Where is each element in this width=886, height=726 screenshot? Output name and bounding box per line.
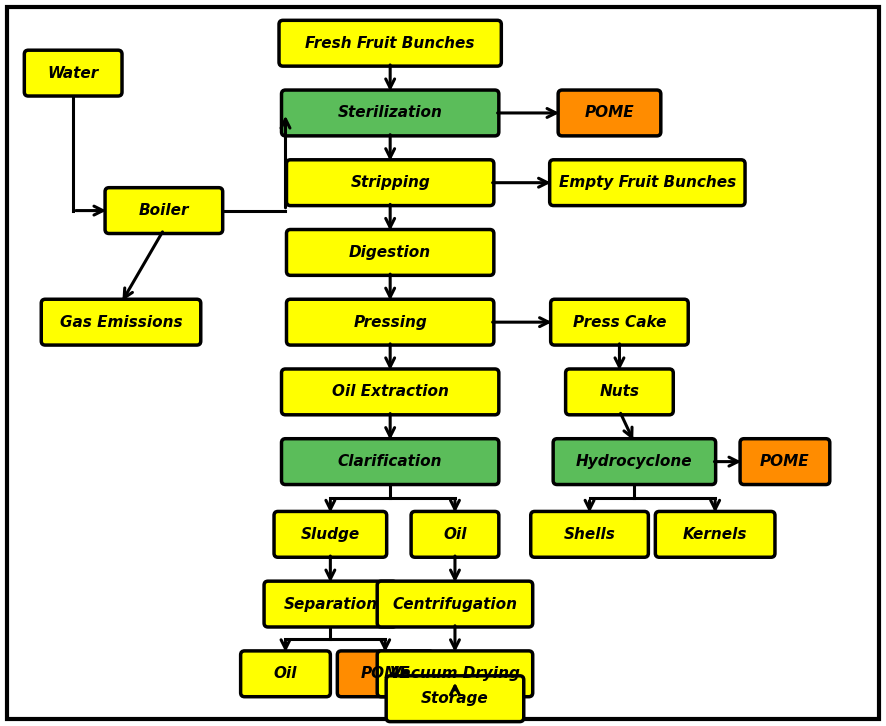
Text: POME: POME [760,454,810,469]
Text: Boiler: Boiler [138,203,189,218]
FancyBboxPatch shape [740,439,830,484]
Text: Hydrocyclone: Hydrocyclone [576,454,693,469]
FancyBboxPatch shape [558,90,661,136]
Text: POME: POME [585,105,634,121]
FancyBboxPatch shape [377,581,532,627]
Text: Water: Water [48,65,98,81]
Text: Kernels: Kernels [683,527,748,542]
FancyBboxPatch shape [282,90,499,136]
Text: Empty Fruit Bunches: Empty Fruit Bunches [559,175,736,190]
Text: Oil: Oil [274,666,297,681]
FancyBboxPatch shape [553,439,716,484]
FancyBboxPatch shape [279,20,501,66]
Text: Centrifugation: Centrifugation [392,597,517,611]
FancyBboxPatch shape [286,229,494,275]
Text: Shells: Shells [563,527,616,542]
Text: Clarification: Clarification [338,454,442,469]
FancyBboxPatch shape [282,439,499,484]
Text: Stripping: Stripping [350,175,430,190]
Text: Storage: Storage [421,691,489,706]
Text: POME: POME [361,666,410,681]
Text: Fresh Fruit Bunches: Fresh Fruit Bunches [306,36,475,51]
Text: Gas Emissions: Gas Emissions [59,314,183,330]
FancyBboxPatch shape [377,651,532,697]
FancyBboxPatch shape [105,188,222,234]
Text: Pressing: Pressing [354,314,427,330]
FancyBboxPatch shape [551,299,688,345]
Text: Digestion: Digestion [349,245,431,260]
Text: Oil Extraction: Oil Extraction [331,384,448,399]
FancyBboxPatch shape [411,511,499,558]
FancyBboxPatch shape [338,651,433,697]
FancyBboxPatch shape [286,299,494,345]
FancyBboxPatch shape [286,160,494,205]
Text: Nuts: Nuts [600,384,640,399]
FancyBboxPatch shape [274,511,386,558]
FancyBboxPatch shape [565,369,673,415]
FancyBboxPatch shape [42,299,201,345]
FancyBboxPatch shape [282,369,499,415]
FancyBboxPatch shape [531,511,649,558]
Text: Separation: Separation [284,597,377,611]
FancyBboxPatch shape [264,581,397,627]
FancyBboxPatch shape [241,651,330,697]
Text: Oil: Oil [443,527,467,542]
Text: Sterilization: Sterilization [338,105,443,121]
Text: Sludge: Sludge [300,527,360,542]
FancyBboxPatch shape [386,676,524,722]
FancyBboxPatch shape [549,160,745,205]
FancyBboxPatch shape [24,50,122,96]
FancyBboxPatch shape [656,511,775,558]
Text: Vacuum Drying: Vacuum Drying [390,666,520,681]
Text: Press Cake: Press Cake [572,314,666,330]
